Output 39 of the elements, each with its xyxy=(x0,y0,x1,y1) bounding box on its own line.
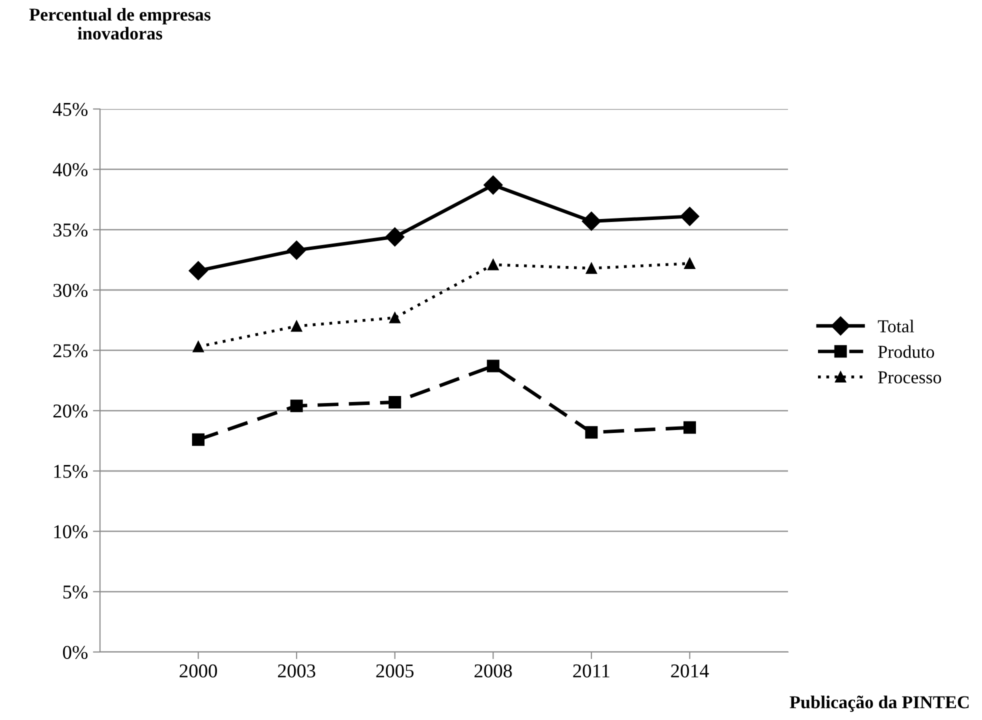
legend-label: Produto xyxy=(878,345,934,358)
point xyxy=(291,320,302,332)
x-axis-title: Publicação da PINTEC xyxy=(790,696,969,712)
point xyxy=(582,212,601,231)
y-tick-label: 20% xyxy=(53,404,88,418)
y-tick-label: 45% xyxy=(52,102,88,116)
point xyxy=(389,312,400,324)
y-tick-label: 35% xyxy=(53,223,88,237)
y-tick-label: 15% xyxy=(54,464,88,478)
point xyxy=(290,400,303,412)
point xyxy=(484,175,503,195)
x-tick-label: 2005 xyxy=(376,664,414,678)
y-tick-label: 0% xyxy=(63,646,88,659)
point xyxy=(287,240,306,260)
y-tick-label: 10% xyxy=(54,525,88,538)
point xyxy=(385,227,404,246)
x-tick-label: 2014 xyxy=(671,664,709,678)
point xyxy=(486,360,500,372)
y-tick-label: 40% xyxy=(52,163,88,176)
legend-label: Total xyxy=(878,320,914,332)
point xyxy=(585,426,598,439)
y-tick-label: 25% xyxy=(53,344,88,358)
point xyxy=(683,421,696,434)
point xyxy=(188,261,208,280)
point xyxy=(192,433,205,446)
y-axis-title: Percentual de empresas inovadoras xyxy=(29,8,210,40)
x-tick-label: 2008 xyxy=(474,664,512,678)
point xyxy=(388,396,402,408)
y-tick-label: 30% xyxy=(53,284,88,297)
point xyxy=(586,262,597,274)
legend-label: Processo xyxy=(878,371,942,384)
x-tick-label: 2003 xyxy=(278,664,316,678)
point xyxy=(488,259,499,270)
x-tick-label: 2011 xyxy=(573,664,610,678)
point xyxy=(192,341,204,352)
x-tick-label: 2000 xyxy=(180,664,217,678)
y-tick-label: 5% xyxy=(63,585,88,599)
point xyxy=(684,258,696,270)
point xyxy=(680,206,700,226)
